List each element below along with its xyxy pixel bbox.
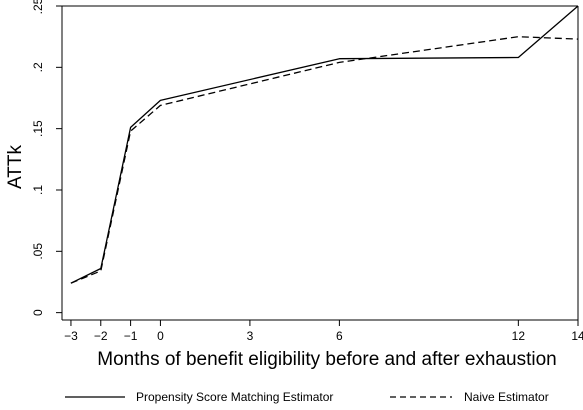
x-tick-label: −2 [94,329,108,343]
x-tick-label: 12 [512,329,526,343]
x-tick-label: 3 [247,329,254,343]
y-tick-label: .2 [31,62,45,72]
y-tick-label: .25 [31,0,45,14]
y-tick-label: .05 [31,243,45,260]
legend-label-naive: Naive Estimator [464,390,549,404]
x-tick-label: −1 [124,329,138,343]
x-tick-label: 0 [157,329,164,343]
legend: Propensity Score Matching Estimator Naiv… [65,390,549,404]
series-group [70,5,579,284]
y-tick-label: .1 [31,185,45,195]
x-tick-label: −3 [64,329,78,343]
x-tick-label: 6 [336,329,343,343]
axes [61,5,579,321]
y-tick-label: 0 [31,309,45,316]
y-tick-label: .15 [31,120,45,137]
x-ticks: −3 −2 −1 0 3 6 12 14 [64,320,583,343]
x-axis-title: Months of benefit eligibility before and… [97,349,556,370]
series-line-1 [70,36,579,284]
y-ticks: 0 .05 .1 .15 .2 .25 [31,0,62,316]
legend-label-psm: Propensity Score Matching Estimator [136,390,333,404]
series-line-0 [70,5,579,284]
y-axis-title: ATTk [5,145,26,189]
x-tick-label: 14 [571,329,583,343]
